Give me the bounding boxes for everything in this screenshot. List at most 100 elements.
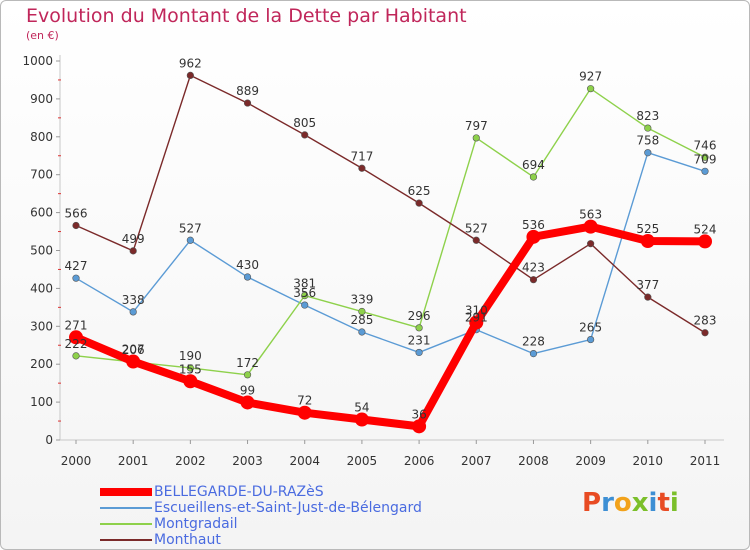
series-1-point (701, 167, 709, 175)
x-tick-label: 2006 (404, 454, 435, 468)
y-tick-label: 500 (30, 244, 53, 258)
legend-label: Montgradail (154, 516, 238, 532)
data-label: 72 (297, 394, 312, 408)
data-label: 694 (522, 158, 545, 172)
legend-swatch (100, 507, 152, 509)
logo-letter: P (582, 488, 602, 518)
logo-letter: r (601, 488, 614, 518)
series-0-line (72, 222, 709, 431)
data-label: 927 (579, 70, 602, 84)
series-2-point (529, 173, 538, 181)
data-label: 381 (293, 277, 316, 291)
series-3-point (472, 236, 480, 244)
series-3-point (644, 293, 652, 301)
data-label: 228 (522, 335, 545, 349)
legend-label: Monthaut (154, 532, 221, 548)
series-2-point (472, 134, 480, 142)
data-label: 797 (465, 119, 488, 133)
y-tick-label: 0 (45, 433, 53, 447)
data-label: 99 (240, 383, 255, 397)
series-3-point (243, 99, 252, 107)
series-0-point (126, 354, 141, 369)
series-1-point (129, 308, 137, 316)
series-0-point (297, 405, 312, 420)
data-label: 339 (350, 293, 373, 307)
series-0-point (183, 374, 198, 389)
series-1-point (243, 273, 252, 281)
x-tick-label: 2002 (175, 454, 206, 468)
logo-letter: t (657, 488, 670, 518)
data-label: 206 (122, 343, 145, 357)
data-label: 291 (465, 311, 488, 325)
logo-letter: i (669, 488, 679, 518)
series-3-point (587, 240, 595, 248)
data-label: 423 (522, 261, 545, 275)
series-3-point (72, 221, 80, 230)
data-label: 271 (65, 318, 88, 332)
data-label: 430 (236, 258, 259, 272)
data-label: 190 (179, 349, 202, 363)
y-tick-label: 300 (30, 319, 53, 333)
legend-label: Escueillens-et-Saint-Just-de-Bélengard (154, 500, 422, 516)
series-2-point (701, 153, 709, 161)
series-3-point (301, 131, 309, 139)
data-label: 805 (293, 116, 316, 130)
data-label: 717 (350, 149, 373, 163)
series-2-point (301, 292, 309, 300)
y-tick-label: 100 (30, 395, 53, 409)
logo-letter: x (631, 488, 649, 518)
data-label: 499 (122, 232, 145, 246)
data-label: 427 (65, 259, 88, 273)
series-1-line (75, 152, 706, 355)
x-tick-label: 2005 (347, 454, 378, 468)
data-label: 296 (408, 309, 431, 323)
data-label: 746 (694, 138, 717, 152)
series-1-point (415, 348, 423, 357)
x-tick-label: 2010 (633, 454, 664, 468)
series-3-point (358, 164, 366, 172)
chart-title: Evolution du Montant de la Dette par Hab… (26, 5, 467, 27)
legend-label: BELLEGARDE-DU-RAZèS (154, 484, 324, 500)
series-1-point (301, 301, 309, 309)
data-label: 265 (579, 321, 602, 335)
series-2-line (75, 87, 706, 376)
series-0-point (412, 419, 427, 434)
series-0-point (240, 395, 255, 410)
series-0-point (354, 412, 369, 427)
series-2-point (644, 124, 652, 132)
series-3-point (129, 247, 137, 255)
series-1-point (358, 328, 366, 336)
data-label: 283 (694, 314, 717, 328)
x-tick-label: 2008 (518, 454, 549, 468)
series-0-point (526, 229, 541, 244)
y-tick-label: 700 (30, 168, 53, 182)
legend-swatch (100, 488, 152, 496)
series-0-point (69, 330, 83, 345)
x-tick-label: 2000 (61, 454, 92, 468)
data-label: 36 (411, 407, 426, 421)
proxiti-logo: Proxiti (582, 488, 679, 518)
series-2-point (358, 307, 366, 316)
data-label: 709 (694, 152, 717, 166)
series-1-point (644, 149, 652, 157)
y-tick-label: 400 (30, 281, 53, 295)
data-label: 524 (694, 222, 717, 236)
y-unit-label: (en €) (26, 29, 59, 42)
y-tick-label: 900 (30, 92, 53, 106)
logo-letter: o (613, 488, 632, 518)
data-label: 527 (465, 221, 488, 235)
data-label: 563 (579, 208, 602, 222)
data-label: 758 (636, 134, 659, 148)
data-label: 625 (408, 184, 431, 198)
x-tick-label: 2004 (289, 454, 320, 468)
series-0-point (640, 234, 655, 249)
y-tick-label: 800 (30, 130, 53, 144)
series-0-point (583, 219, 598, 234)
data-label: 338 (122, 293, 145, 307)
x-tick-label: 2007 (461, 454, 492, 468)
series-3-point (529, 276, 538, 284)
x-tick-label: 2003 (232, 454, 263, 468)
legend-swatch (100, 523, 152, 525)
series-1-point (72, 274, 80, 282)
